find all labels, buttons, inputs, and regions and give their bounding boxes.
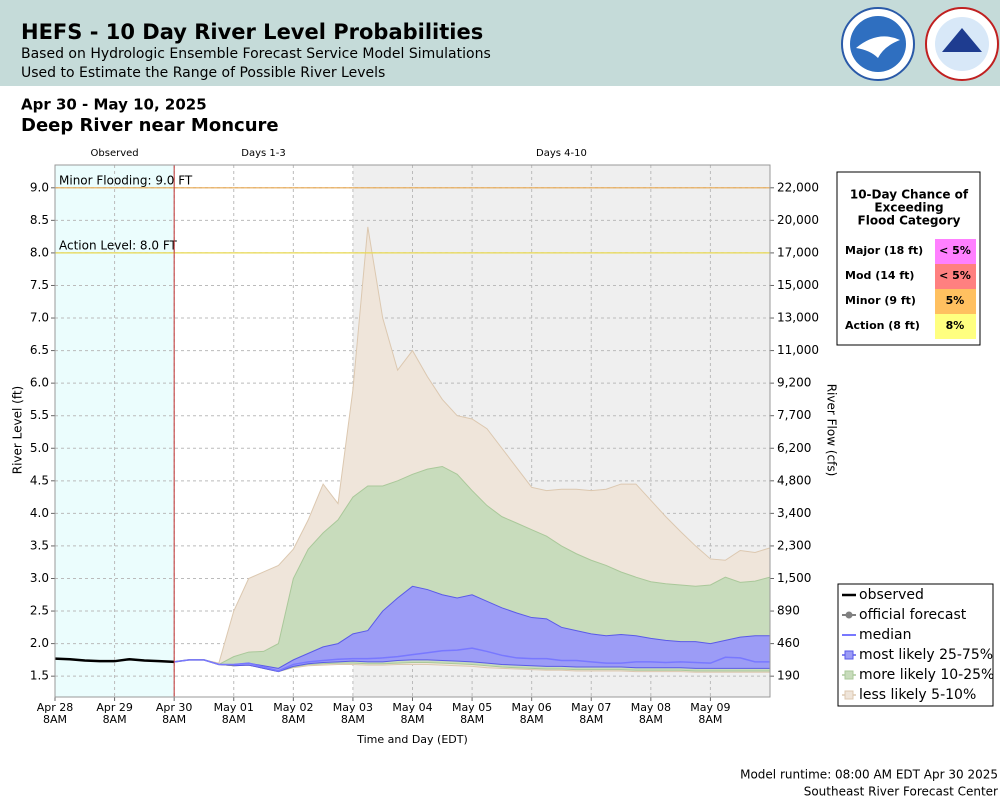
- y-tick-label: 3.0: [30, 571, 49, 585]
- y2-tick-label: 2,300: [777, 538, 811, 552]
- legend-label: more likely 10-25%: [859, 667, 994, 683]
- y-axis-title: River Level (ft): [11, 386, 25, 474]
- flood-table-title: Flood Category: [858, 214, 961, 228]
- region-label: Days 4-10: [536, 148, 587, 159]
- y2-tick-label: 22,000: [777, 180, 819, 194]
- legend-label: official forecast: [859, 607, 967, 623]
- y-tick-label: 6.5: [30, 343, 49, 357]
- x-axis-title: Time and Day (EDT): [356, 733, 468, 746]
- flood-row-label: Minor (9 ft): [845, 294, 916, 307]
- x-tick-label: May 08 8AM: [631, 701, 671, 726]
- flood-row-label: Action (8 ft): [845, 319, 920, 332]
- y-tick-label: 9.0: [30, 180, 49, 194]
- y-tick-label: 4.0: [30, 506, 49, 520]
- flood-table-title: 10-Day Chance of: [850, 188, 969, 202]
- y-tick-label: 4.5: [30, 473, 49, 487]
- y2-tick-label: 17,000: [777, 245, 819, 259]
- flood-row-swatch: [935, 264, 976, 289]
- y-tick-label: 8.0: [30, 245, 49, 259]
- x-tick-label: May 09 8AM: [690, 701, 730, 726]
- x-tick-label: May 07 8AM: [571, 701, 611, 726]
- y-tick-label: 5.5: [30, 408, 49, 422]
- y-tick-label: 7.0: [30, 311, 49, 325]
- series-line: [54, 657, 175, 664]
- y2-tick-label: 11,000: [777, 343, 819, 357]
- legend-label: median: [859, 627, 911, 643]
- threshold-label: Minor Flooding: 9.0 FT: [59, 173, 193, 187]
- x-tick-label: Apr 29 8AM: [96, 701, 133, 726]
- location: Deep River near Moncure: [21, 115, 279, 136]
- y2-tick-label: 460: [777, 636, 800, 650]
- period: Apr 30 - May 10, 2025: [21, 96, 207, 114]
- header-band: [0, 0, 1000, 86]
- y2-tick-label: 13,000: [777, 311, 819, 325]
- subtitle: Used to Estimate the Range of Possible R…: [21, 65, 385, 81]
- legend-dot: [845, 611, 853, 619]
- y-tick-label: 5.0: [30, 441, 49, 455]
- threshold-label: Action Level: 8.0 FT: [59, 238, 178, 252]
- x-tick-label: Apr 30 8AM: [156, 701, 193, 726]
- subtitle: Based on Hydrologic Ensemble Forecast Se…: [21, 46, 491, 62]
- legend-label: most likely 25-75%: [859, 647, 993, 663]
- flood-row-label: Major (18 ft): [845, 244, 923, 257]
- x-tick-label: May 01 8AM: [214, 701, 254, 726]
- y-tick-label: 3.5: [30, 538, 49, 552]
- y-tick-label: 7.5: [30, 278, 49, 292]
- legend-label: less likely 5-10%: [859, 687, 976, 703]
- x-tick-label: May 05 8AM: [452, 701, 492, 726]
- x-tick-label: May 06 8AM: [512, 701, 552, 726]
- model-runtime: Model runtime: 08:00 AM EDT Apr 30 2025: [740, 768, 998, 782]
- legend-swatch: [844, 670, 854, 680]
- y2-tick-label: 7,700: [777, 408, 811, 422]
- flood-row-chance: < 5%: [939, 269, 971, 282]
- x-tick-label: May 03 8AM: [333, 701, 373, 726]
- region-label: Observed: [91, 148, 139, 159]
- plot-frame: [54, 164, 771, 698]
- x-tick-label: May 02 8AM: [273, 701, 313, 726]
- y2-tick-label: 20,000: [777, 213, 819, 227]
- noaa-logo: [841, 7, 915, 81]
- y2-tick-label: 1,500: [777, 571, 811, 585]
- center: Southeast River Forecast Center: [804, 785, 998, 799]
- y2-tick-label: 9,200: [777, 376, 811, 390]
- legend-swatch: [844, 650, 854, 660]
- flood-row-chance: 8%: [946, 319, 965, 332]
- y2-tick-label: 190: [777, 669, 800, 683]
- legend-swatch: [844, 690, 854, 700]
- flood-row-swatch: [935, 314, 976, 339]
- y2-axis-title: River Flow (cfs): [825, 384, 839, 477]
- y2-tick-label: 15,000: [777, 278, 819, 292]
- legend-label: observed: [859, 587, 924, 603]
- y-tick-label: 2.5: [30, 604, 49, 618]
- series-line: [174, 647, 770, 672]
- region-label: Days 1-3: [241, 148, 285, 159]
- y2-tick-label: 890: [777, 604, 800, 618]
- y2-tick-label: 4,800: [777, 473, 811, 487]
- flood-table-title: Exceeding: [874, 201, 943, 215]
- flood-row-label: Mod (14 ft): [845, 269, 914, 282]
- flood-row-swatch: [935, 239, 976, 264]
- y-tick-label: 6.0: [30, 376, 49, 390]
- x-tick-label: May 04 8AM: [392, 701, 432, 726]
- nws-logo: [925, 7, 999, 81]
- x-tick-label: Apr 28 8AM: [37, 701, 74, 726]
- flood-row-chance: 5%: [946, 294, 965, 307]
- chart-title: HEFS - 10 Day River Level Probabilities: [21, 20, 483, 44]
- y-tick-label: 8.5: [30, 213, 49, 227]
- y2-tick-label: 6,200: [777, 441, 811, 455]
- legend: [837, 583, 994, 707]
- y-tick-label: 2.0: [30, 636, 49, 650]
- flood-row-chance: < 5%: [939, 244, 971, 257]
- flood-row-swatch: [935, 289, 976, 314]
- y-tick-label: 1.5: [30, 669, 49, 683]
- y2-tick-label: 3,400: [777, 506, 811, 520]
